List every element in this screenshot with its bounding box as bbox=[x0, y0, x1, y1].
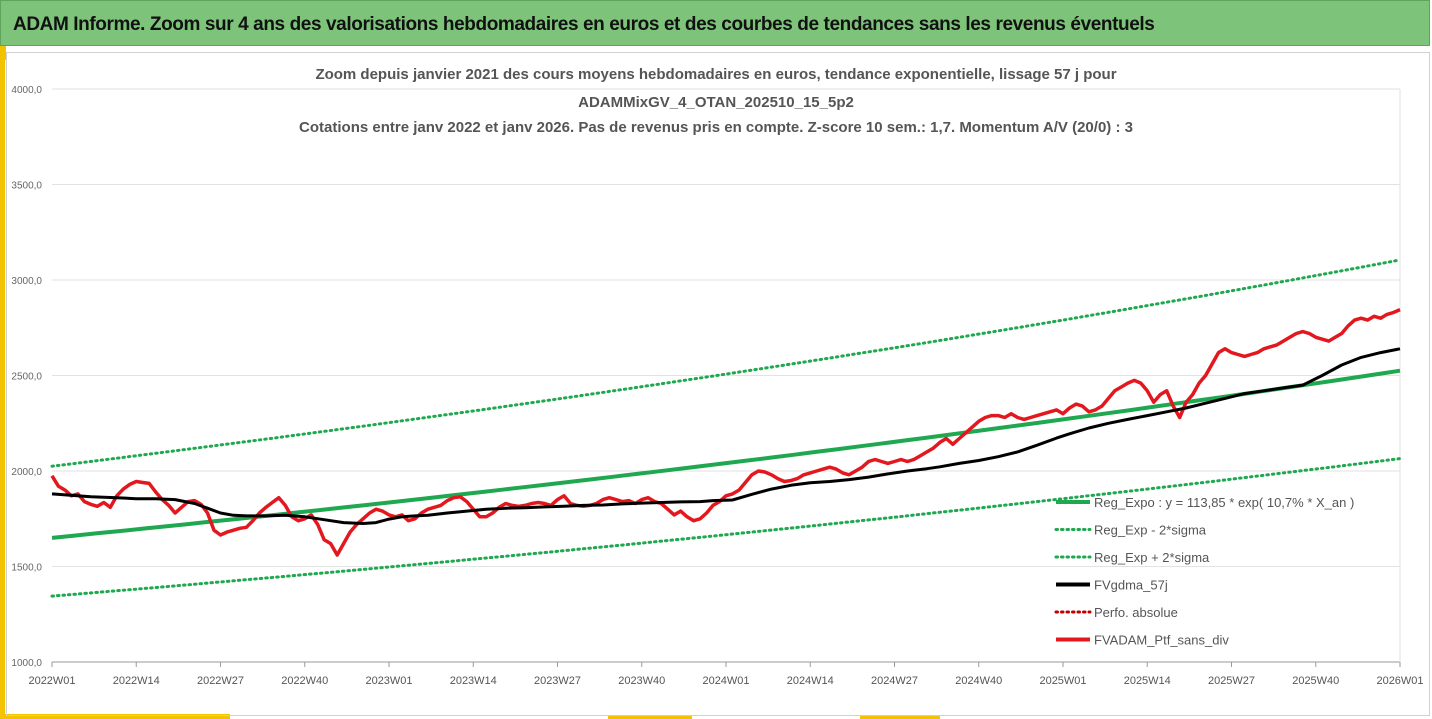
accent-bar-bottom-mid bbox=[608, 715, 692, 719]
chart-frame bbox=[6, 52, 1430, 716]
legend-label: Perfo. absolue bbox=[1094, 605, 1178, 620]
accent-bar-left bbox=[0, 46, 5, 719]
x-tick-label: 2025W01 bbox=[1039, 675, 1086, 687]
x-tick-label: 2023W01 bbox=[365, 675, 412, 687]
legend-label: FVADAM_Ptf_sans_div bbox=[1094, 633, 1229, 648]
x-tick-label: 2026W01 bbox=[1376, 675, 1423, 687]
x-tick-label: 2022W40 bbox=[281, 675, 328, 687]
legend-label: Reg_Exp - 2*sigma bbox=[1094, 523, 1207, 538]
legend-label: Reg_Expo : y = 113,85 * exp( 10,7% * X_a… bbox=[1094, 495, 1354, 510]
report-banner: ADAM Informe. Zoom sur 4 ans des valoris… bbox=[0, 0, 1430, 46]
x-tick-label: 2025W40 bbox=[1292, 675, 1339, 687]
x-tick-label: 2024W14 bbox=[787, 675, 834, 687]
series-reg-exp-plus-2sigma bbox=[50, 258, 1402, 468]
y-tick-label: 2000,0 bbox=[11, 467, 42, 478]
accent-bar-bottom-left bbox=[0, 714, 230, 719]
y-tick-label: 1000,0 bbox=[11, 658, 42, 669]
x-tick-label: 2022W01 bbox=[28, 675, 75, 687]
gridlines bbox=[52, 88, 1401, 663]
accent-bar-top-left bbox=[0, 46, 6, 60]
chart-title: Zoom depuis janvier 2021 des cours moyen… bbox=[299, 66, 1133, 136]
x-tick-label: 2023W27 bbox=[534, 675, 581, 687]
x-tick-label: 2024W27 bbox=[871, 675, 918, 687]
x-tick-label: 2024W01 bbox=[702, 675, 749, 687]
y-tick-label: 4000,0 bbox=[11, 85, 42, 96]
chart-title-line: Zoom depuis janvier 2021 des cours moyen… bbox=[315, 66, 1116, 83]
y-tick-label: 1500,0 bbox=[11, 563, 42, 574]
report-title: ADAM Informe. Zoom sur 4 ans des valoris… bbox=[13, 14, 1155, 35]
chart-title-line: Cotations entre janv 2022 et janv 2026. … bbox=[299, 119, 1133, 136]
x-tick-label: 2022W14 bbox=[113, 675, 160, 687]
series-lines bbox=[50, 258, 1402, 598]
y-tick-label: 3500,0 bbox=[11, 181, 42, 192]
x-axis-tick-labels: 2022W01 2022W14 2022W27 2022W40 2023W01 2023W… bbox=[28, 662, 1424, 687]
x-tick-label: 2023W14 bbox=[450, 675, 497, 687]
legend-label: FVgdma_57j bbox=[1094, 578, 1168, 593]
series-fvadam-ptf-sans-div bbox=[50, 308, 1401, 557]
y-tick-label: 2500,0 bbox=[11, 372, 42, 383]
x-tick-label: 2025W14 bbox=[1124, 675, 1171, 687]
series-reg-exp-minus-2sigma bbox=[50, 457, 1402, 598]
y-axis-tick-labels: 1000,0 1500,0 2000,0 2500,0 3000,0 3500,0 4000… bbox=[11, 85, 42, 669]
series-reg-expo bbox=[51, 368, 1401, 540]
x-tick-label: 2024W40 bbox=[955, 675, 1002, 687]
legend-label: Reg_Exp + 2*sigma bbox=[1094, 550, 1210, 565]
series-fvgdma-57j bbox=[51, 347, 1401, 525]
chart-title-line: ADAMMixGV_4_OTAN_202510_15_5p2 bbox=[578, 94, 854, 111]
accent-bar-bottom-right bbox=[860, 715, 940, 719]
x-tick-label: 2023W40 bbox=[618, 675, 665, 687]
x-tick-label: 2022W27 bbox=[197, 675, 244, 687]
chart-legend: Reg_Expo : y = 113,85 * exp( 10,7% * X_a… bbox=[1054, 495, 1354, 648]
x-tick-label: 2025W27 bbox=[1208, 675, 1255, 687]
y-tick-label: 3000,0 bbox=[11, 276, 42, 287]
